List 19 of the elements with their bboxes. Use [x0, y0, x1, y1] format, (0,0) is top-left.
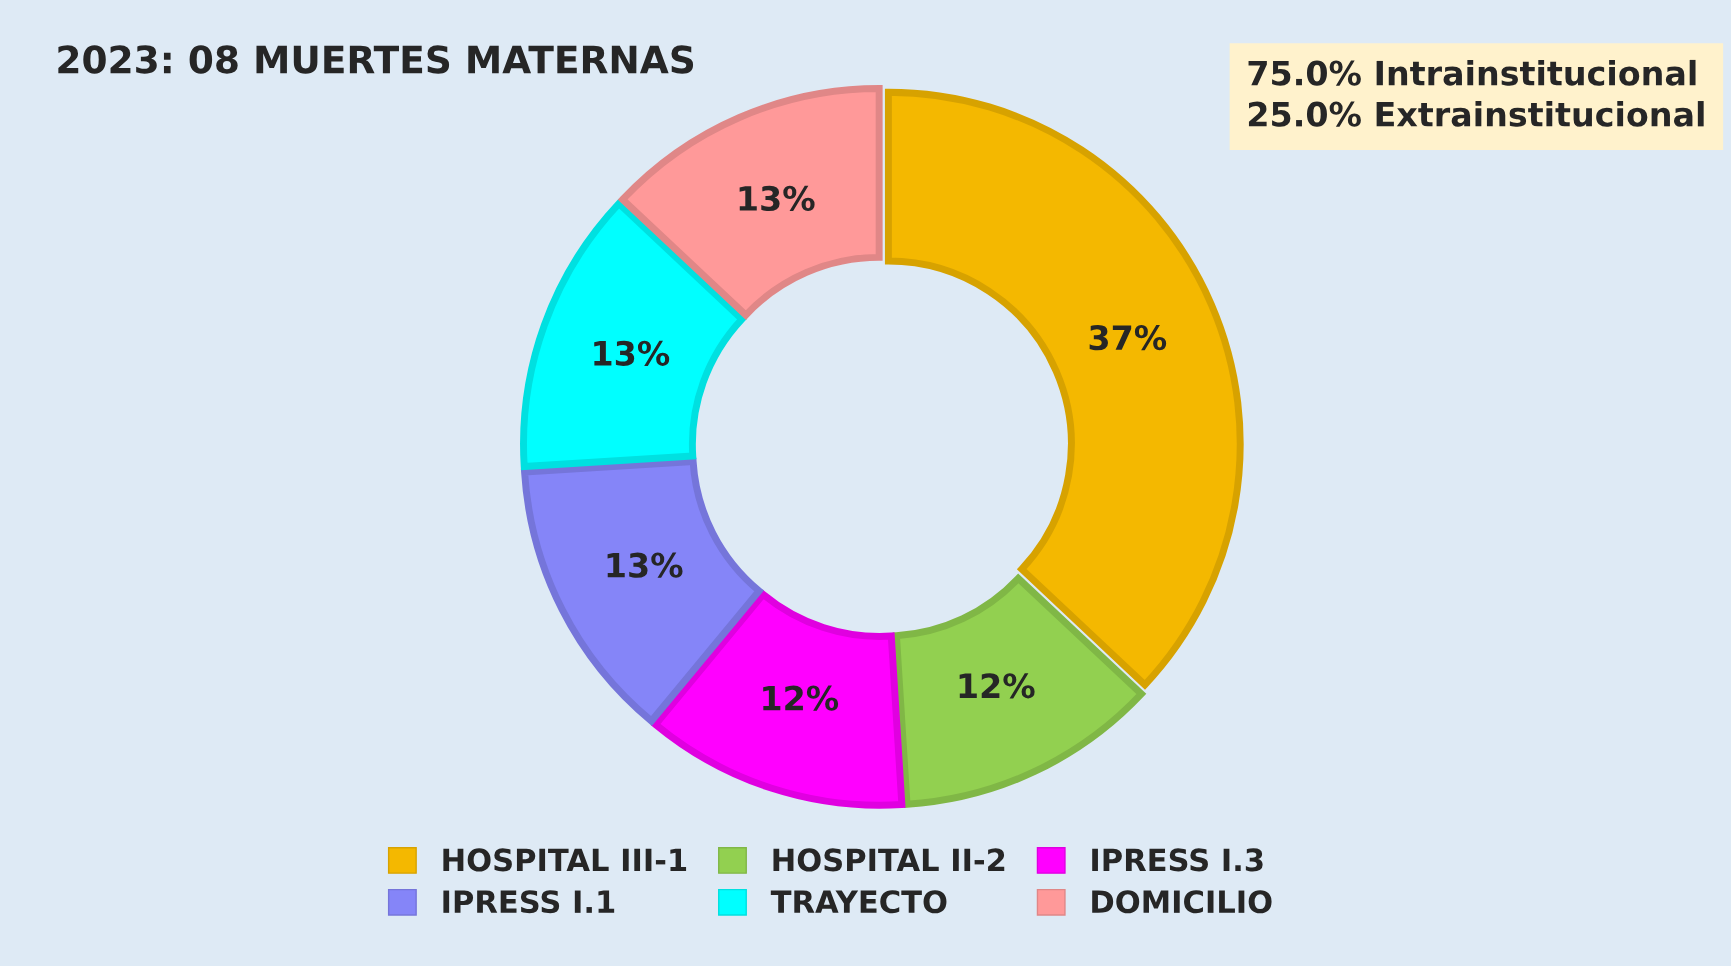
data-label: 13% [594, 340, 670, 366]
legend-label: HOSPITAL III-1 [443, 848, 687, 872]
donut-slice [619, 85, 883, 319]
text: 75.0% Intrainstitucional [1248, 59, 1696, 86]
legend-label: IPRESS I.3 [1092, 848, 1263, 872]
data-label: 12% [763, 685, 839, 711]
data-label: 37% [1089, 325, 1167, 351]
data-label: 13% [739, 185, 815, 212]
donut-slice [652, 590, 906, 809]
donut-slice [892, 574, 1145, 808]
legend-label: DOMICILIO [1092, 890, 1272, 914]
legend-label: IPRESS I.1 [443, 890, 615, 914]
data-label: 13% [607, 552, 683, 578]
chart-title: 2023: 08 MUERTES MATERNAS [58, 45, 694, 74]
donut-slice [521, 457, 763, 725]
data-label: 12% [959, 673, 1035, 699]
legend-label: HOSPITAL II-2 [773, 848, 1005, 872]
text: 25.0% Extrainstitucional [1248, 101, 1704, 127]
legend-label: TRAYECTO [770, 890, 947, 914]
